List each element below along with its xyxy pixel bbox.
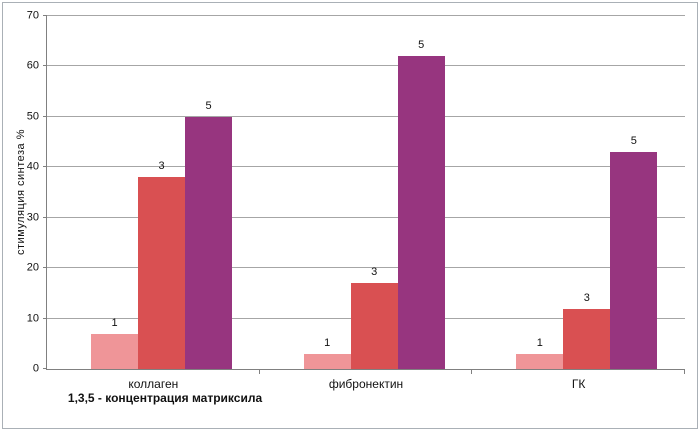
gridline (47, 15, 685, 16)
y-axis-tick-label: 50 (26, 110, 39, 123)
y-axis-tick (43, 15, 47, 16)
bar-series-1-коллаген (91, 333, 138, 369)
y-axis-tick (43, 65, 47, 67)
bar-series-3-ГК (563, 308, 611, 369)
x-axis-tick (471, 369, 473, 374)
y-axis-title: стимуляция синтеза % (15, 129, 27, 255)
bar-series-5-ГК (610, 152, 658, 369)
plot-area: коллаген фибронектин ГК 1,3,5 - концентр… (27, 10, 685, 405)
gridline (47, 115, 685, 117)
category-label-kollagen: коллаген (128, 377, 179, 391)
gridline (47, 267, 685, 269)
gridline (47, 65, 685, 67)
y-axis-tick-label: 60 (26, 59, 39, 72)
y-axis-tick (43, 267, 47, 269)
bar-label: 1 (324, 336, 331, 349)
y-axis-tick-label: 70 (26, 9, 39, 22)
bar-label: 3 (158, 160, 165, 173)
bar-series-5-коллаген (185, 116, 232, 369)
y-axis-tick-label: 20 (26, 261, 39, 274)
y-axis-tick (43, 115, 47, 117)
y-axis-tick-label: 0 (32, 362, 39, 375)
category-label-fibronektin: фибронектин (328, 377, 404, 391)
bar-label: 5 (205, 99, 212, 112)
bar-series-1-фибронектин (303, 353, 351, 369)
bar-label: 1 (536, 336, 543, 349)
x-axis-tick (684, 369, 685, 374)
bar-label: 1 (111, 316, 118, 329)
y-axis-tick (43, 368, 47, 369)
bar-label: 5 (418, 39, 425, 52)
category-label-gk: ГК (571, 377, 586, 391)
y-axis-tick (43, 166, 47, 168)
gridline (47, 216, 685, 218)
y-axis-tick (43, 317, 47, 319)
bar-series-3-коллаген (138, 177, 185, 369)
y-axis-tick-label: 30 (26, 211, 39, 224)
bar-series-5-фибронектин (397, 56, 445, 369)
x-axis-tick (258, 369, 260, 374)
y-axis-tick-label: 10 (26, 312, 39, 325)
y-axis-tick-label: 40 (26, 160, 39, 173)
x-axis-subtitle: 1,3,5 - концентрация матриксила (67, 391, 263, 405)
bar-label: 3 (583, 291, 590, 304)
y-axis-tick (43, 216, 47, 218)
bar-series-3-фибронектин (350, 283, 398, 369)
bar-series-1-ГК (516, 353, 564, 369)
bar-label: 5 (630, 135, 637, 148)
gridline (47, 166, 685, 168)
bar-label: 3 (371, 266, 378, 279)
